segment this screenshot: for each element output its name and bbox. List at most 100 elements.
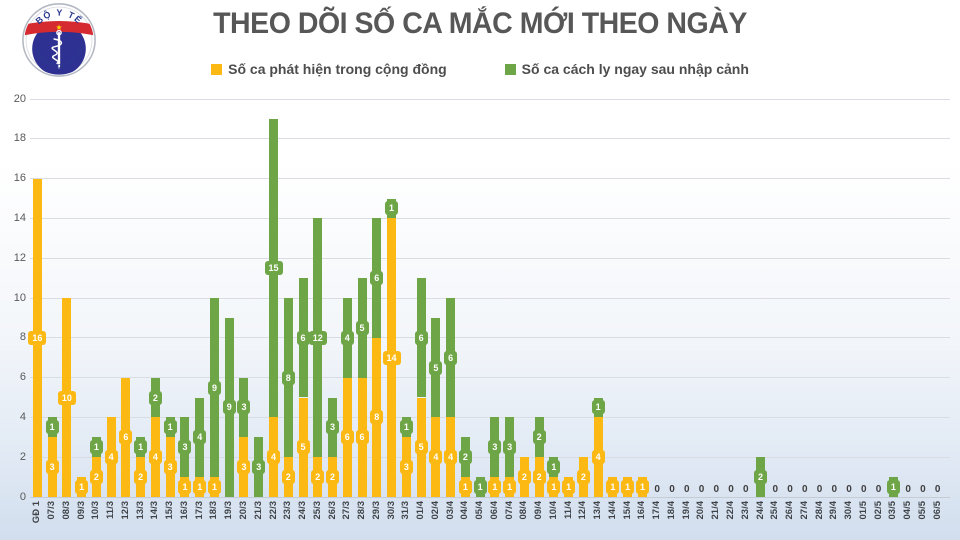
bar-value-label-zero: 0 <box>683 484 690 495</box>
bar-value-label-imported: 1 <box>45 420 59 435</box>
bar-value-label-community: 4 <box>104 450 118 465</box>
x-axis-tick-label: 16/4 <box>636 501 648 520</box>
x-axis-tick-label: 13/4 <box>592 501 604 520</box>
bar-value-label-zero: 0 <box>831 484 838 495</box>
bar-value-label-community: 3 <box>45 460 59 475</box>
bar-value-label-zero: 0 <box>654 484 660 495</box>
x-axis-tick-label: 27/3 <box>341 501 353 520</box>
bar-value-label-community: 3 <box>399 460 413 475</box>
bar-value-label-community: 1 <box>503 480 517 495</box>
x-axis-tick-label: 30/4 <box>843 501 855 520</box>
x-axis-tick-label: 12/4 <box>577 501 589 520</box>
bar-value-label-community: 2 <box>311 470 325 485</box>
gridline <box>30 217 950 219</box>
bar-value-label-imported: 8 <box>281 370 295 385</box>
bar-value-label-zero: 0 <box>934 484 941 495</box>
x-axis-tick-label: 09/3 <box>75 501 87 520</box>
x-axis-tick-label: 06/4 <box>488 501 500 520</box>
y-axis-tick-label: 6 <box>19 371 26 384</box>
bar-value-label-community: 1 <box>562 480 576 495</box>
bar-value-label-community: 1 <box>458 480 472 495</box>
bar-value-label-imported: 6 <box>296 330 310 345</box>
bar-value-label-imported: 1 <box>473 480 487 495</box>
legend-swatch-imported-icon <box>504 63 516 75</box>
ministry-of-health-logo: ★ BỘ Y TẾ MINISTRY OF HEALTH <box>22 3 96 77</box>
bar-value-label-community: 10 <box>57 390 76 405</box>
bar-value-label-community: 2 <box>532 470 546 485</box>
staff-of-asclepius-icon <box>51 29 63 69</box>
bar-value-label-zero: 0 <box>802 484 808 495</box>
x-axis-tick-label: 09/4 <box>533 501 545 520</box>
x-axis-tick-label: 14/3 <box>149 501 161 520</box>
bar-value-label-community: 4 <box>148 450 162 465</box>
bar-value-label-imported: 3 <box>178 440 192 455</box>
bar-value-label-community: 8 <box>370 410 384 425</box>
x-axis-tick-label: 13/3 <box>134 501 146 520</box>
bar-value-label-zero: 0 <box>861 484 867 495</box>
bar-value-label-imported: 5 <box>355 320 369 335</box>
x-axis-tick-label: 10/3 <box>90 501 102 520</box>
bar-value-label-imported: 1 <box>886 480 900 495</box>
bar-value-label-imported: 2 <box>754 470 768 485</box>
x-axis-tick-label: 15/4 <box>621 501 633 520</box>
x-axis-tick-label: 26/3 <box>326 501 338 520</box>
bar-value-label-imported: 1 <box>591 400 605 415</box>
x-axis-tick-label: 26/4 <box>784 501 796 520</box>
gridline <box>30 257 950 259</box>
y-axis-tick-label: 14 <box>13 211 26 224</box>
x-axis-tick-label: 02/4 <box>429 501 441 520</box>
bar-value-label-imported: 5 <box>429 360 443 375</box>
y-axis-tick-label: 16 <box>13 172 26 185</box>
legend-item-community: Số ca phát hiện trong cộng đồng <box>211 61 447 77</box>
x-axis-tick-label: 19/4 <box>680 501 692 520</box>
x-axis-tick-label: 04/4 <box>459 501 471 520</box>
bar-value-label-community: 1 <box>547 480 561 495</box>
x-axis-tick-label: 21/3 <box>252 501 264 520</box>
gridline <box>30 138 950 140</box>
bar-value-label-zero: 0 <box>846 484 852 495</box>
bar-value-label-community: 2 <box>134 470 148 485</box>
bar-value-label-community: 1 <box>207 480 221 495</box>
legend-label-imported: Số ca cách ly ngay sau nhập cảnh <box>521 61 749 77</box>
bar-value-label-community: 4 <box>591 450 605 465</box>
bar-value-label-community: 3 <box>163 460 177 475</box>
x-axis-tick-label: 30/3 <box>385 501 397 520</box>
x-axis-tick-label: 27/4 <box>798 501 810 520</box>
x-axis-tick-label: 31/3 <box>400 501 412 520</box>
x-axis-tick-label: 25/4 <box>769 501 781 520</box>
x-axis-tick-label: 14/4 <box>606 501 618 520</box>
bar-value-label-community: 14 <box>382 350 401 365</box>
bar-value-label-imported: 2 <box>458 450 472 465</box>
bar-value-label-zero: 0 <box>787 484 793 495</box>
x-axis-tick-label: 10/4 <box>547 501 559 520</box>
x-axis-tick-label: 07/3 <box>46 501 58 520</box>
x-axis-tick-label: 05/4 <box>474 501 486 520</box>
bar-value-label-imported: 3 <box>488 440 502 455</box>
x-axis-tick-label: 19/3 <box>223 501 235 520</box>
x-axis-tick-label: 07/4 <box>503 501 515 520</box>
bar-value-label-community: 1 <box>606 480 620 495</box>
y-axis-tick-label: 18 <box>13 132 26 145</box>
chart-legend: Số ca phát hiện trong cộng đồng Số ca cá… <box>0 61 960 77</box>
bar-value-label-community: 1 <box>635 480 649 495</box>
bar-value-label-community: 6 <box>355 430 369 445</box>
gridline <box>30 456 950 458</box>
bar-value-label-community: 5 <box>414 440 428 455</box>
x-axis-tick-label: 25/3 <box>311 501 323 520</box>
bar-value-label-zero: 0 <box>772 484 779 495</box>
x-axis-tick-label: 23/3 <box>282 501 294 520</box>
x-axis-tick-label: 06/5 <box>931 501 943 520</box>
bar-value-label-community: 2 <box>517 470 531 485</box>
bar-value-label-zero: 0 <box>920 484 926 495</box>
x-axis-tick-label: 23/4 <box>739 501 751 520</box>
bar-value-label-community: 5 <box>296 440 310 455</box>
x-axis-tick-label: 18/4 <box>665 501 677 520</box>
bar-value-label-imported: 12 <box>308 330 327 345</box>
gridline <box>30 377 950 379</box>
x-axis-tick-label: GĐ 1 <box>31 501 43 524</box>
bar-value-label-imported: 9 <box>222 400 236 415</box>
bar-value-label-community: 3 <box>237 460 251 475</box>
bar-value-label-zero: 0 <box>816 484 823 495</box>
bar-value-label-imported: 1 <box>547 460 561 475</box>
